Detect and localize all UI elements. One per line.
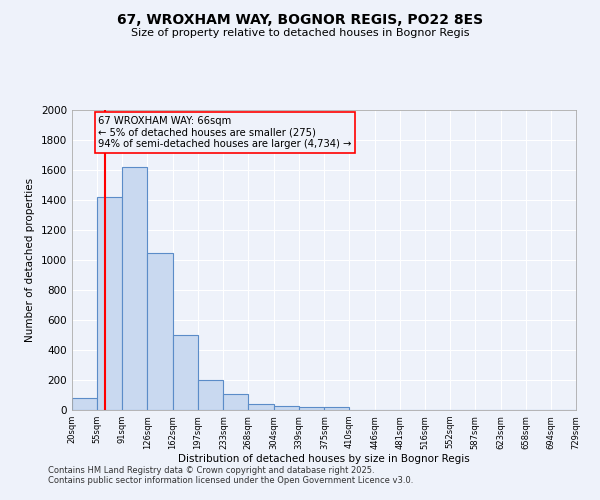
Bar — [223, 394, 248, 410]
Bar — [198, 380, 223, 410]
Text: Contains HM Land Registry data © Crown copyright and database right 2025.
Contai: Contains HM Land Registry data © Crown c… — [48, 466, 413, 485]
Bar — [274, 406, 299, 410]
X-axis label: Distribution of detached houses by size in Bognor Regis: Distribution of detached houses by size … — [178, 454, 470, 464]
Text: 67, WROXHAM WAY, BOGNOR REGIS, PO22 8ES: 67, WROXHAM WAY, BOGNOR REGIS, PO22 8ES — [117, 12, 483, 26]
Bar — [72, 398, 97, 410]
Bar — [148, 252, 173, 410]
Bar — [122, 167, 148, 410]
Bar — [248, 404, 274, 410]
Bar — [173, 335, 198, 410]
Bar — [97, 197, 122, 410]
Text: 67 WROXHAM WAY: 66sqm
← 5% of detached houses are smaller (275)
94% of semi-deta: 67 WROXHAM WAY: 66sqm ← 5% of detached h… — [98, 116, 352, 149]
Text: Size of property relative to detached houses in Bognor Regis: Size of property relative to detached ho… — [131, 28, 469, 38]
Bar — [299, 407, 325, 410]
Bar — [325, 407, 349, 410]
Y-axis label: Number of detached properties: Number of detached properties — [25, 178, 35, 342]
